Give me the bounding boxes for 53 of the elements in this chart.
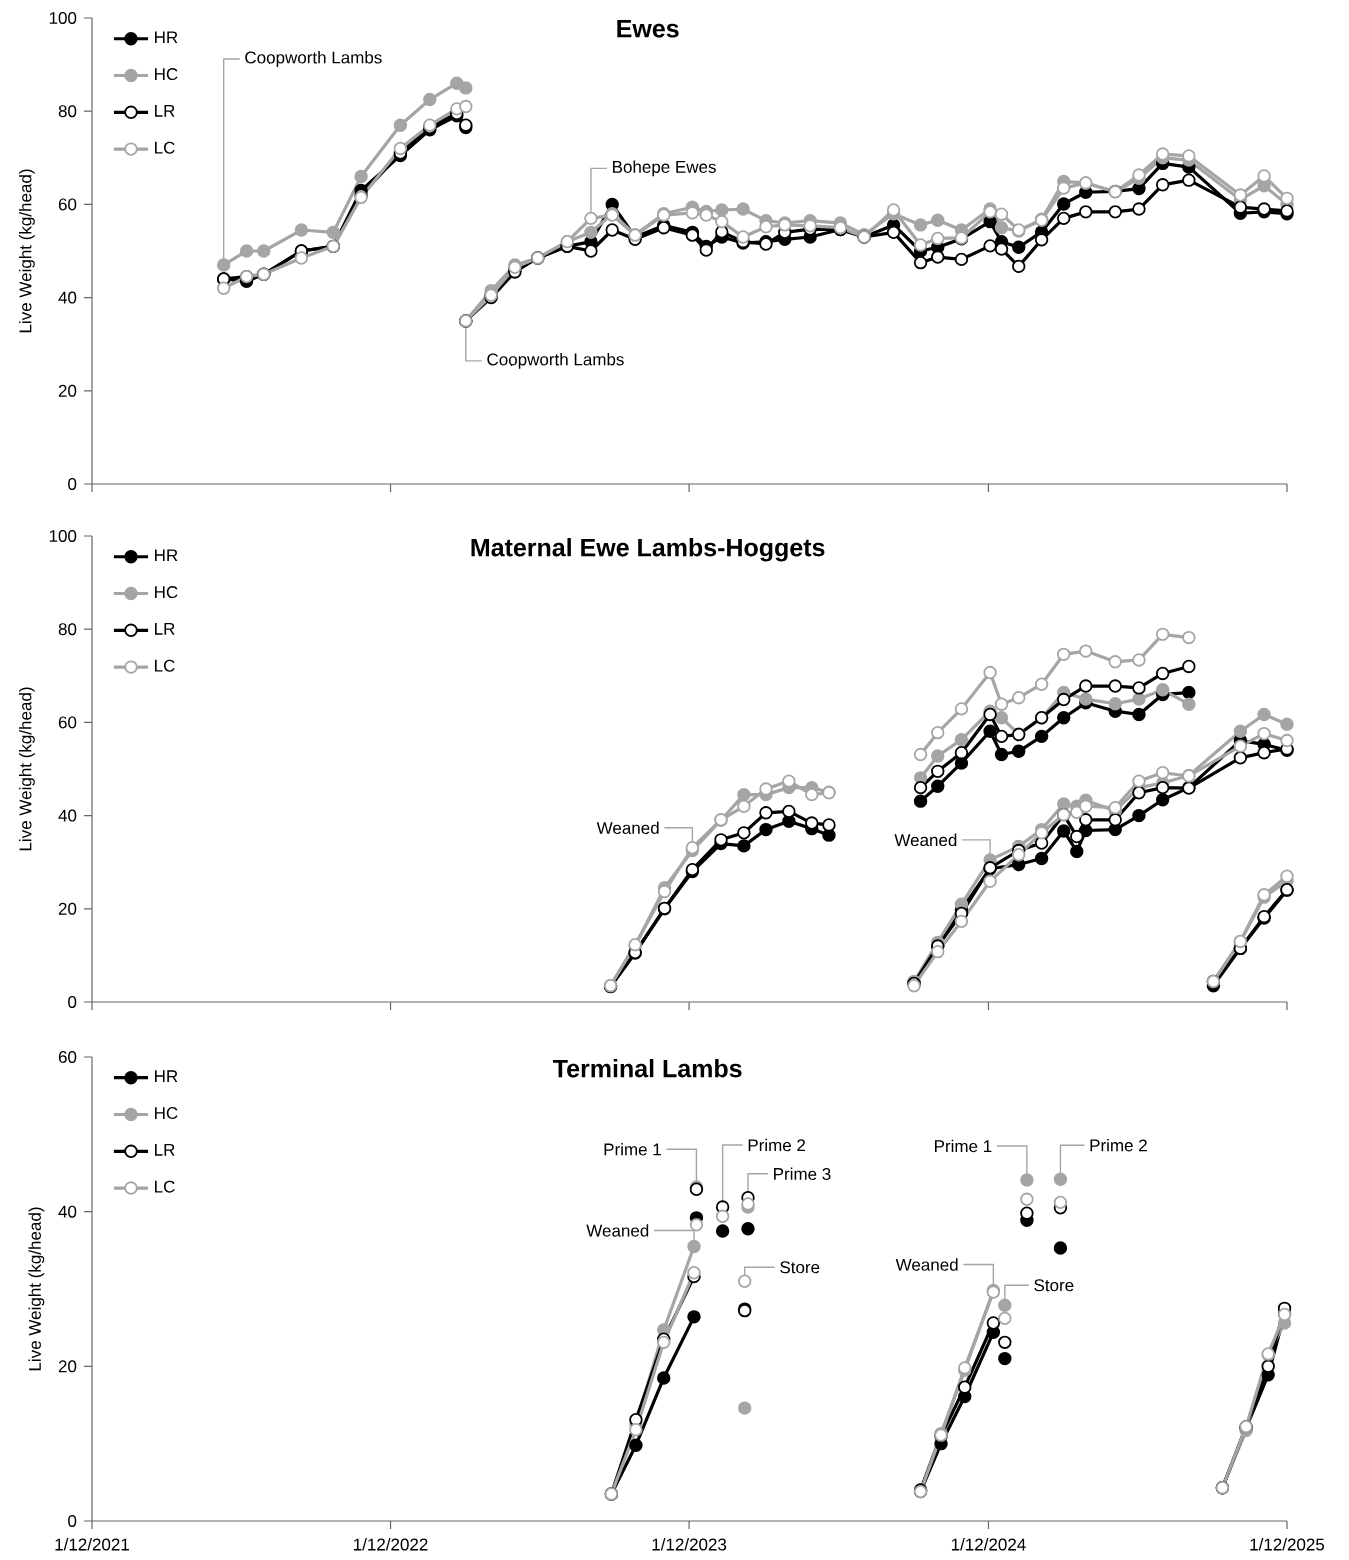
y-tick-label: 80 xyxy=(58,623,77,636)
legend-label: HC xyxy=(155,586,178,599)
annotation: Coopworth Lambs xyxy=(487,352,624,369)
x-tick-label: 1/12/2022 xyxy=(354,1538,428,1551)
legend-label: LR xyxy=(155,1143,175,1156)
annotation: Prime 3 xyxy=(774,1167,831,1180)
y-axis-title: Live Weight (kg/head) xyxy=(18,687,35,851)
y-tick-label: 40 xyxy=(58,291,77,304)
legend-label: HR xyxy=(155,31,178,44)
y-tick-label: 100 xyxy=(49,11,77,24)
annotation: Store xyxy=(1034,1279,1074,1292)
annotation: Bohepe Ewes xyxy=(613,160,716,177)
legend-label: LC xyxy=(155,659,175,672)
chart-title: Maternal Ewe Lambs-Hoggets xyxy=(471,538,825,562)
x-tick-label: 1/12/2023 xyxy=(652,1538,727,1551)
y-tick-label: 20 xyxy=(58,902,77,915)
annotation: Prime 2 xyxy=(748,1138,806,1152)
y-tick-label: 0 xyxy=(68,995,77,1008)
annotation: Coopworth Lambs xyxy=(245,51,382,67)
annotation: Prime 1 xyxy=(935,1139,992,1153)
legend-label: HC xyxy=(155,68,178,81)
x-tick-label: 1/12/2024 xyxy=(951,1538,1026,1551)
x-tick-label: 1/12/2025 xyxy=(1250,1538,1325,1551)
y-axis-title: Live Weight (kg/head) xyxy=(28,1207,45,1371)
annotation: Store xyxy=(780,1261,820,1274)
annotation: Prime 1 xyxy=(604,1142,661,1156)
y-tick-label: 40 xyxy=(58,809,77,822)
annotation: Weaned xyxy=(894,833,957,847)
legend-label: LR xyxy=(155,622,175,635)
annotation: Weaned xyxy=(586,1224,649,1237)
y-tick-label: 100 xyxy=(49,529,77,543)
x-tick-label: 1/12/2021 xyxy=(55,1538,129,1551)
y-tick-label: 60 xyxy=(58,198,77,211)
y-tick-label: 80 xyxy=(58,105,77,118)
annotation: Prime 2 xyxy=(1090,1138,1147,1152)
y-tick-label: 60 xyxy=(58,1051,77,1064)
y-tick-label: 0 xyxy=(68,1514,77,1527)
y-tick-label: 20 xyxy=(58,1360,77,1373)
chart-title: Terminal Lambs xyxy=(553,1059,742,1078)
y-tick-label: 0 xyxy=(68,477,77,490)
legend-label: HR xyxy=(155,1070,178,1083)
y-tick-label: 60 xyxy=(58,716,77,729)
y-axis-title: Live Weight (kg/head) xyxy=(18,169,35,333)
legend-label: LC xyxy=(155,1180,175,1193)
annotation: Weaned xyxy=(895,1258,958,1271)
legend-label: HR xyxy=(155,549,178,562)
legend-label: LR xyxy=(155,104,175,117)
y-tick-label: 20 xyxy=(58,384,77,397)
y-tick-label: 40 xyxy=(58,1205,77,1218)
legend-label: HC xyxy=(155,1107,178,1120)
chart-title: Ewes xyxy=(617,20,679,38)
annotation: Weaned xyxy=(596,821,659,834)
legend-label: LC xyxy=(155,141,175,154)
